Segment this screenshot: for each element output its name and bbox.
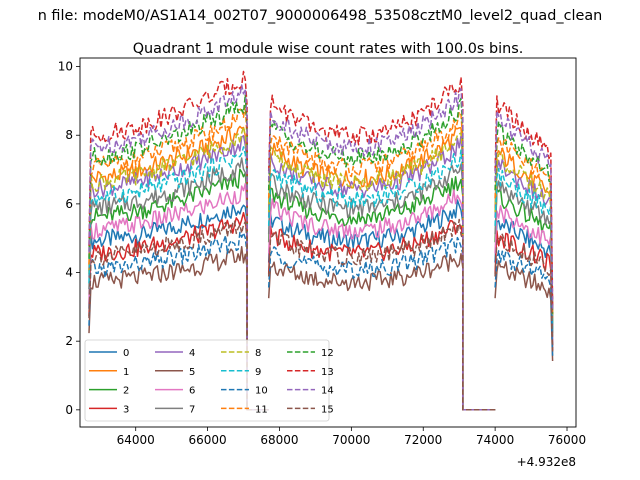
legend-label-9: 9 xyxy=(255,367,261,378)
legend-label-3: 3 xyxy=(123,404,129,415)
y-tick-label: 0 xyxy=(65,403,73,417)
legend-label-1: 1 xyxy=(123,367,129,378)
x-tick-label: 64000 xyxy=(117,433,155,447)
plot-frame xyxy=(79,57,577,428)
series-line-8 xyxy=(88,126,554,411)
legend-label-4: 4 xyxy=(189,348,195,359)
x-tick-label: 68000 xyxy=(260,433,298,447)
legend-label-15: 15 xyxy=(321,404,334,415)
legend-label-12: 12 xyxy=(321,348,334,359)
y-tick-label: 6 xyxy=(65,197,73,211)
series-line-6 xyxy=(88,182,554,411)
legend-label-14: 14 xyxy=(321,386,334,397)
y-tick-label: 4 xyxy=(65,266,73,280)
series-line-14 xyxy=(88,84,554,411)
y-tick-label: 10 xyxy=(58,60,73,74)
series-line-15 xyxy=(88,218,554,411)
series-line-5 xyxy=(88,245,554,411)
series-line-12 xyxy=(88,93,554,411)
x-tick-label: 66000 xyxy=(189,433,227,447)
legend-label-7: 7 xyxy=(189,404,195,415)
series-lines xyxy=(88,70,554,411)
figure-suptitle: n file: modeM0/AS1A14_002T07_9000006498_… xyxy=(38,8,603,24)
x-tick-label: 74000 xyxy=(476,433,514,447)
series-line-4 xyxy=(88,134,554,411)
x-axis: 64000 66000 68000 70000 72000 74000 76000 xyxy=(117,427,586,447)
series-line-0 xyxy=(88,199,554,411)
series-line-10 xyxy=(88,231,554,411)
x-tick-label: 72000 xyxy=(404,433,442,447)
legend-label-5: 5 xyxy=(189,367,195,378)
legend-label-10: 10 xyxy=(255,386,268,397)
legend-label-13: 13 xyxy=(321,367,334,378)
x-tick-label: 76000 xyxy=(548,433,586,447)
series-line-7 xyxy=(88,157,554,411)
legend-label-11: 11 xyxy=(255,404,268,415)
legend-label-8: 8 xyxy=(255,348,261,359)
series-line-11 xyxy=(88,104,554,411)
legend-label-0: 0 xyxy=(123,348,129,359)
y-tick-label: 2 xyxy=(65,334,73,348)
series-line-9 xyxy=(88,146,554,411)
x-tick-label: 70000 xyxy=(332,433,370,447)
legend-label-6: 6 xyxy=(189,386,195,397)
series-line-13 xyxy=(88,70,554,411)
x-offset-text: +4.932e8 xyxy=(517,455,576,469)
y-axis: 0 2 4 6 8 10 xyxy=(58,60,80,417)
y-tick-label: 8 xyxy=(65,128,73,142)
chart-title: Quadrant 1 module wise count rates with … xyxy=(133,41,524,57)
legend-label-2: 2 xyxy=(123,386,129,397)
legend-box xyxy=(84,339,330,422)
